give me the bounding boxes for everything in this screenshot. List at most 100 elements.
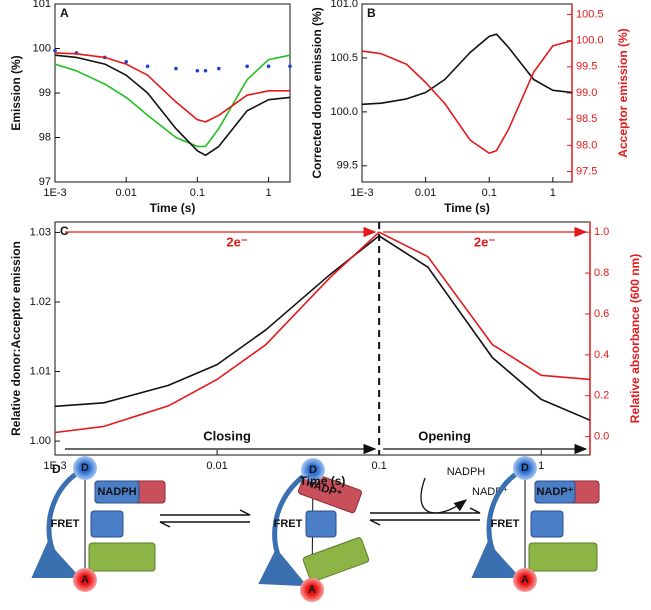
fret-label: FRET <box>274 518 303 530</box>
donor <box>301 458 325 482</box>
donor-label: D <box>521 462 529 474</box>
x-tick-label: 0.01 <box>206 460 227 472</box>
y2-tick-label: 98.0 <box>576 139 597 151</box>
y2-tick-label: 1.0 <box>594 226 609 238</box>
fret-label: FRET <box>51 518 80 530</box>
state-closed: NADP⁺ FRET D A <box>258 458 370 602</box>
annotation: Closing <box>203 428 251 443</box>
state-open: NADP⁺ FRET D A <box>471 456 600 592</box>
cofactor-box <box>94 480 140 504</box>
annotation: Opening <box>418 428 471 443</box>
y-tick-label: 101.0 <box>330 0 358 10</box>
y-tick-label: 98 <box>39 131 51 143</box>
y2-tick-label: 100.5 <box>576 8 604 20</box>
x-tick-label: 1 <box>550 187 556 199</box>
x-tick-label: 1E-3 <box>43 187 66 199</box>
y-tick-label: 100.0 <box>330 106 358 118</box>
donor <box>513 456 537 480</box>
cofactor-box <box>534 480 576 504</box>
acceptor-label: A <box>521 574 529 586</box>
y-axis-title: Emission (%) <box>9 55 23 130</box>
y2-tick-label: 100.0 <box>576 35 604 47</box>
fret-label: FRET <box>491 518 520 530</box>
y-tick-label: 97 <box>39 176 51 188</box>
y-tick-label: 100.5 <box>330 52 358 64</box>
donor <box>73 456 97 480</box>
fret-arrow <box>471 471 521 579</box>
annotation: 2e⁻ <box>474 234 495 249</box>
y2-tick-label: 0.6 <box>594 308 609 320</box>
panel-letter: C <box>60 224 69 238</box>
cofactor-label: NADP⁺ <box>537 486 574 498</box>
x-tick-label: 0.01 <box>415 187 436 199</box>
panel-letter: D <box>52 462 61 476</box>
x-tick-label: 1 <box>538 460 544 472</box>
diagram: D NADPH FRET D A NADP⁺ F <box>31 456 600 602</box>
y-tick-label: 1.02 <box>30 296 51 308</box>
x-tick-label: 1E-3 <box>350 187 373 199</box>
plot-frame <box>361 3 573 183</box>
chart: B 1E-3 0.01 0.1 1 Time (s) 99.5 100.0 100.5 101.0… <box>310 0 630 215</box>
data-point <box>174 66 178 71</box>
data-line <box>361 33 573 106</box>
x-axis-title: Time (s) <box>150 201 196 215</box>
y2-axis-title: Relative absorbance (600 nm) <box>628 254 642 423</box>
reaction-arrow <box>420 477 468 514</box>
data-line <box>361 39 573 154</box>
y2-tick-label: 99.0 <box>576 87 597 99</box>
chart: C 1E-3 0.01 0.1 1 Time (s) 1.00 1.01 1.02 1.03 Rel… <box>9 221 642 488</box>
y2-tick-label: 98.5 <box>576 113 597 125</box>
reaction: NADPH NADP⁺ <box>369 466 509 526</box>
y-tick-label: 100 <box>33 42 51 54</box>
x-tick-label: 1E-3 <box>43 460 66 472</box>
chart: A 1E-3 0.01 0.1 1 Time (s) 97 98 99 100 101 Emissio… <box>9 0 292 215</box>
acceptor-label: A <box>81 574 89 586</box>
data-point <box>245 64 249 69</box>
data-point <box>124 60 128 64</box>
donor-label: D <box>81 462 89 474</box>
data-line <box>54 231 591 434</box>
x-tick-label: 1 <box>266 187 272 199</box>
y-tick-label: 99 <box>39 87 51 99</box>
y2-tick-label: 97.5 <box>576 165 597 177</box>
donor-label: D <box>309 464 317 476</box>
y-axis-title: Relative donor:Acceptor emission <box>9 241 23 436</box>
y2-tick-label: 0.2 <box>594 390 609 402</box>
x-tick-label: 0.1 <box>190 187 205 199</box>
data-line <box>54 54 291 157</box>
fad-domain <box>530 510 564 538</box>
y2-tick-label: 99.5 <box>576 61 597 73</box>
fret-arrow <box>258 473 308 587</box>
x-tick-label: 0.01 <box>115 187 136 199</box>
y-tick-label: 99.5 <box>337 160 358 172</box>
acceptor-label: A <box>308 584 316 596</box>
equilibrium <box>370 507 481 514</box>
y-tick-label: 101 <box>33 0 51 10</box>
y-tick-label: 1.00 <box>30 435 51 447</box>
y-tick-label: 1.03 <box>30 226 51 238</box>
fad-domain <box>305 510 337 538</box>
data-line <box>54 52 290 123</box>
fret-arrow <box>31 471 81 579</box>
y2-tick-label: 0.4 <box>594 349 609 361</box>
y-tick-label: 1.01 <box>30 365 51 377</box>
equilibrium <box>369 519 480 526</box>
data-point <box>195 68 200 73</box>
substrate-label: NADPH <box>447 466 486 478</box>
data-point <box>53 48 57 53</box>
state-open: NADPH FRET D A <box>31 456 166 592</box>
y2-tick-label: 0.8 <box>594 267 609 279</box>
data-line <box>54 235 591 421</box>
acceptor <box>300 578 324 602</box>
fad-domain <box>90 510 124 538</box>
fmn-domain <box>528 542 598 572</box>
data-point <box>203 68 208 73</box>
annotation: 2e⁻ <box>226 234 247 249</box>
y-axis-title: Corrected donor emission (%) <box>310 7 324 178</box>
fmn-domain <box>88 542 156 572</box>
x-axis-title: Time (s) <box>444 201 490 215</box>
y2-axis-title: Acceptor emission (%) <box>616 28 630 157</box>
acceptor <box>513 568 537 592</box>
x-axis-title: Time (s) <box>300 474 346 488</box>
